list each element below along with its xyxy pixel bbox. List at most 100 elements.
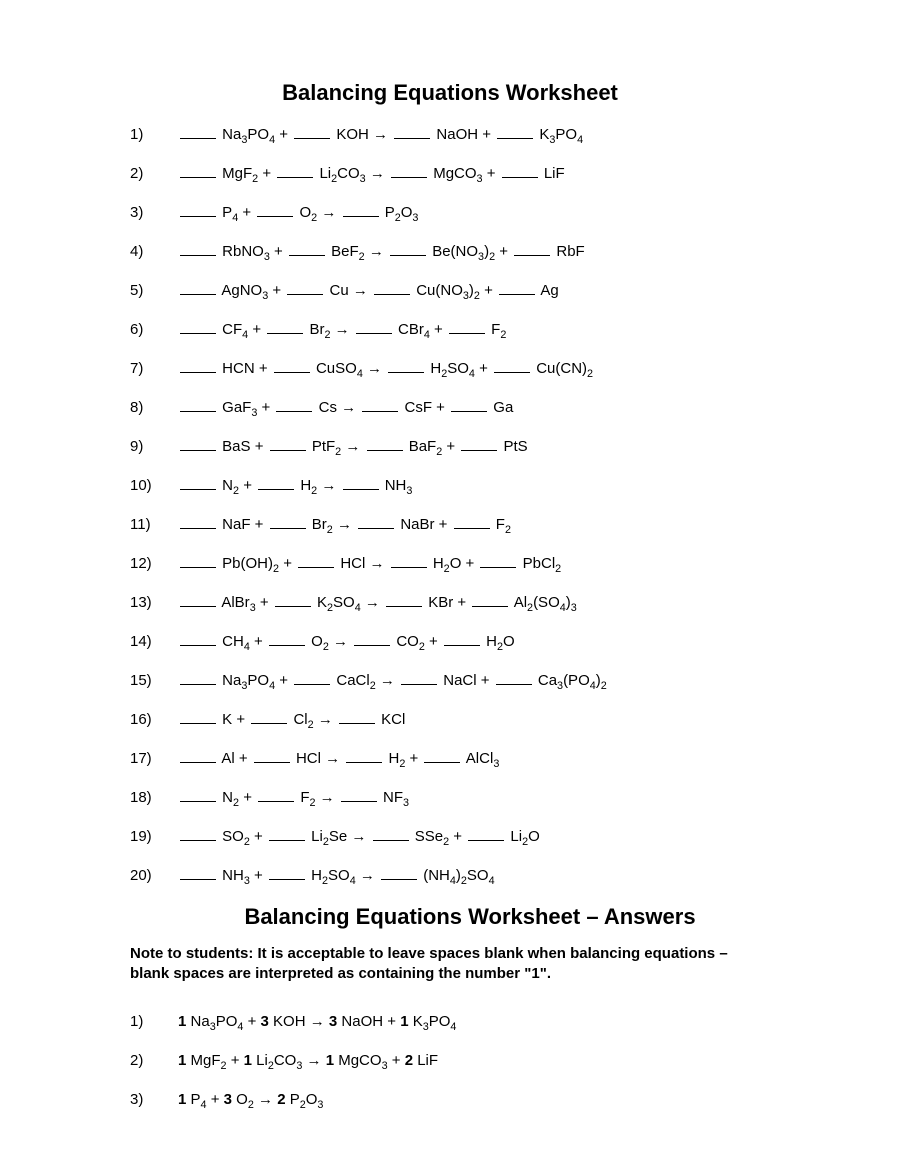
problem-number: 1) bbox=[130, 1011, 178, 1032]
coefficient-blank[interactable] bbox=[269, 632, 305, 647]
coefficient-blank[interactable] bbox=[497, 125, 533, 140]
coefficient-blank[interactable] bbox=[180, 710, 216, 725]
coefficient-blank[interactable] bbox=[354, 632, 390, 647]
arrow-icon: → bbox=[363, 360, 386, 377]
coefficient-blank[interactable] bbox=[267, 320, 303, 335]
coefficient-blank[interactable] bbox=[180, 359, 216, 374]
subscript: 3 bbox=[477, 173, 483, 185]
coefficient-blank[interactable] bbox=[468, 827, 504, 842]
coefficient-blank[interactable] bbox=[258, 476, 294, 491]
coefficient-blank[interactable] bbox=[294, 671, 330, 686]
coefficient-blank[interactable] bbox=[180, 866, 216, 881]
coefficient: 3 bbox=[224, 1091, 232, 1108]
subscript: 2 bbox=[527, 602, 533, 614]
coefficient-blank[interactable] bbox=[373, 827, 409, 842]
coefficient-blank[interactable] bbox=[390, 242, 426, 257]
coefficient-blank[interactable] bbox=[258, 788, 294, 803]
coefficient-blank[interactable] bbox=[180, 554, 216, 569]
problem-row: 9) BaS + PtF2 → BaF2 + PtS bbox=[130, 436, 770, 457]
coefficient-blank[interactable] bbox=[341, 788, 377, 803]
coefficient-blank[interactable] bbox=[180, 827, 216, 842]
coefficient-blank[interactable] bbox=[401, 671, 437, 686]
coefficient-blank[interactable] bbox=[180, 788, 216, 803]
coefficient-blank[interactable] bbox=[514, 242, 550, 257]
coefficient-blank[interactable] bbox=[499, 281, 535, 296]
coefficient-blank[interactable] bbox=[180, 242, 216, 257]
coefficient-blank[interactable] bbox=[472, 593, 508, 608]
coefficient-blank[interactable] bbox=[251, 710, 287, 725]
coefficient-blank[interactable] bbox=[496, 671, 532, 686]
coefficient-blank[interactable] bbox=[394, 125, 430, 140]
problem-number: 16) bbox=[130, 709, 178, 730]
coefficient-blank[interactable] bbox=[356, 320, 392, 335]
coefficient-blank[interactable] bbox=[449, 320, 485, 335]
coefficient-blank[interactable] bbox=[270, 515, 306, 530]
coefficient-blank[interactable] bbox=[180, 398, 216, 413]
coefficient-blank[interactable] bbox=[343, 203, 379, 218]
coefficient-blank[interactable] bbox=[269, 866, 305, 881]
subscript: 2 bbox=[474, 290, 480, 302]
coefficient-blank[interactable] bbox=[461, 437, 497, 452]
subscript: 2 bbox=[555, 563, 561, 575]
coefficient-blank[interactable] bbox=[294, 125, 330, 140]
equation: Na3PO4 + KOH → NaOH + K3PO4 bbox=[178, 124, 583, 145]
coefficient-blank[interactable] bbox=[180, 515, 216, 530]
equation: SO2 + Li2Se → SSe2 + Li2O bbox=[178, 826, 540, 847]
equation: CH4 + O2 → CO2 + H2O bbox=[178, 631, 515, 652]
subscript: 2 bbox=[327, 602, 333, 614]
coefficient-blank[interactable] bbox=[180, 671, 216, 686]
coefficient-blank[interactable] bbox=[454, 515, 490, 530]
coefficient-blank[interactable] bbox=[444, 632, 480, 647]
coefficient-blank[interactable] bbox=[287, 281, 323, 296]
problem-number: 11) bbox=[130, 514, 178, 535]
problem-row: 8) GaF3 + Cs → CsF + Ga bbox=[130, 397, 770, 418]
coefficient-blank[interactable] bbox=[180, 320, 216, 335]
problems-list: 1) Na3PO4 + KOH → NaOH + K3PO42) MgF2 + … bbox=[130, 124, 770, 886]
coefficient-blank[interactable] bbox=[180, 749, 216, 764]
coefficient-blank[interactable] bbox=[451, 398, 487, 413]
coefficient-blank[interactable] bbox=[362, 398, 398, 413]
coefficient-blank[interactable] bbox=[424, 749, 460, 764]
coefficient-blank[interactable] bbox=[180, 281, 216, 296]
coefficient-blank[interactable] bbox=[274, 359, 310, 374]
coefficient-blank[interactable] bbox=[358, 515, 394, 530]
equation: NaF + Br2 → NaBr + F2 bbox=[178, 514, 511, 535]
subscript: 4 bbox=[269, 680, 275, 692]
coefficient-blank[interactable] bbox=[180, 437, 216, 452]
subscript: 4 bbox=[244, 641, 250, 653]
coefficient-blank[interactable] bbox=[339, 710, 375, 725]
subscript: 3 bbox=[317, 1099, 323, 1111]
coefficient-blank[interactable] bbox=[480, 554, 516, 569]
coefficient-blank[interactable] bbox=[343, 476, 379, 491]
problem-number: 6) bbox=[130, 319, 178, 340]
coefficient-blank[interactable] bbox=[289, 242, 325, 257]
coefficient-blank[interactable] bbox=[391, 554, 427, 569]
coefficient-blank[interactable] bbox=[254, 749, 290, 764]
coefficient-blank[interactable] bbox=[277, 164, 313, 179]
coefficient-blank[interactable] bbox=[275, 593, 311, 608]
equation: AgNO3 + Cu → Cu(NO3)2 + Ag bbox=[178, 280, 559, 301]
coefficient-blank[interactable] bbox=[298, 554, 334, 569]
coefficient-blank[interactable] bbox=[374, 281, 410, 296]
coefficient-blank[interactable] bbox=[386, 593, 422, 608]
coefficient-blank[interactable] bbox=[346, 749, 382, 764]
coefficient-blank[interactable] bbox=[180, 164, 216, 179]
coefficient-blank[interactable] bbox=[381, 866, 417, 881]
coefficient-blank[interactable] bbox=[391, 164, 427, 179]
coefficient-blank[interactable] bbox=[180, 125, 216, 140]
coefficient-blank[interactable] bbox=[276, 398, 312, 413]
coefficient-blank[interactable] bbox=[367, 437, 403, 452]
coefficient-blank[interactable] bbox=[270, 437, 306, 452]
coefficient-blank[interactable] bbox=[269, 827, 305, 842]
problem-row: 20) NH3 + H2SO4 → (NH4)2SO4 bbox=[130, 865, 770, 886]
coefficient-blank[interactable] bbox=[180, 632, 216, 647]
coefficient-blank[interactable] bbox=[494, 359, 530, 374]
coefficient-blank[interactable] bbox=[180, 593, 216, 608]
coefficient-blank[interactable] bbox=[180, 203, 216, 218]
coefficient-blank[interactable] bbox=[180, 476, 216, 491]
subscript: 3 bbox=[403, 797, 409, 809]
coefficient-blank[interactable] bbox=[502, 164, 538, 179]
coefficient-blank[interactable] bbox=[257, 203, 293, 218]
coefficient-blank[interactable] bbox=[388, 359, 424, 374]
subscript: 2 bbox=[252, 173, 258, 185]
